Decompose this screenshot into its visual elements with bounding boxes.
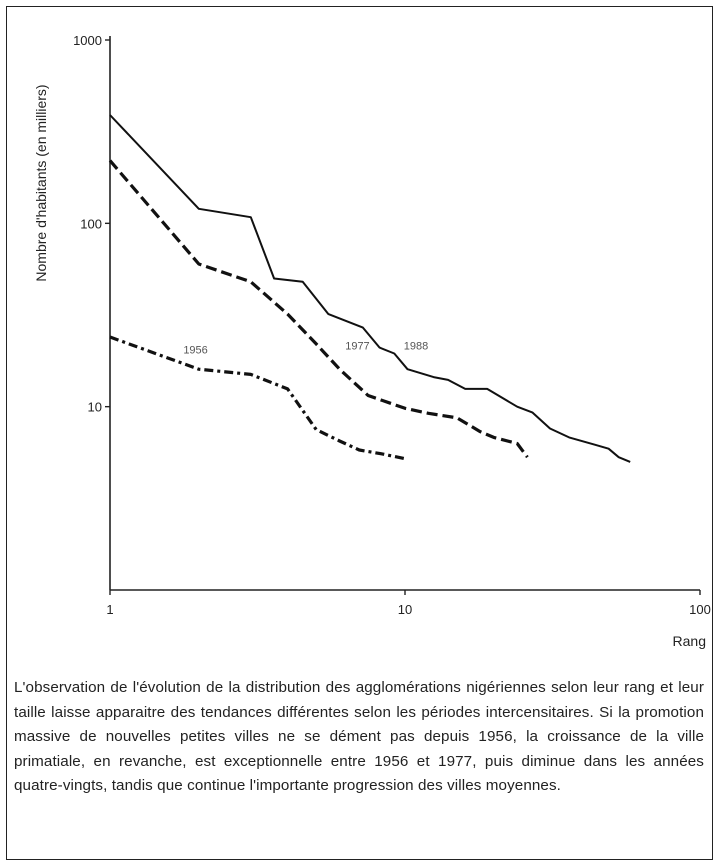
y-tick-label: 100 — [80, 216, 102, 231]
x-tick-label: 100 — [689, 602, 711, 617]
figure-caption: L'observation de l'évolution de la distr… — [14, 676, 704, 799]
series-label-1956: 1956 — [183, 344, 207, 356]
y-tick-label: 10 — [88, 400, 102, 415]
chart-series — [110, 115, 630, 462]
series-line-1956 — [110, 337, 405, 459]
chart-axes: 1000 100 10 1 10 100 Rang Nombre d'habitants (e… — [33, 33, 711, 649]
series-line-1988 — [110, 115, 630, 462]
y-tick-label: 1000 — [73, 33, 102, 48]
x-tick-label: 10 — [398, 602, 412, 617]
series-line-1977 — [110, 161, 527, 458]
series-label-1977: 1977 — [345, 341, 369, 353]
y-axis-title: Nombre d'habitants (en milliers) — [33, 84, 49, 281]
chart-labels: 1956 1977 1988 — [183, 341, 428, 357]
x-tick-label: 1 — [106, 602, 113, 617]
rank-size-chart: 1000 100 10 1 10 100 Rang Nombre d'habitants (e… — [0, 0, 721, 680]
x-axis-title: Rang — [673, 633, 706, 649]
series-label-1988: 1988 — [404, 341, 428, 353]
